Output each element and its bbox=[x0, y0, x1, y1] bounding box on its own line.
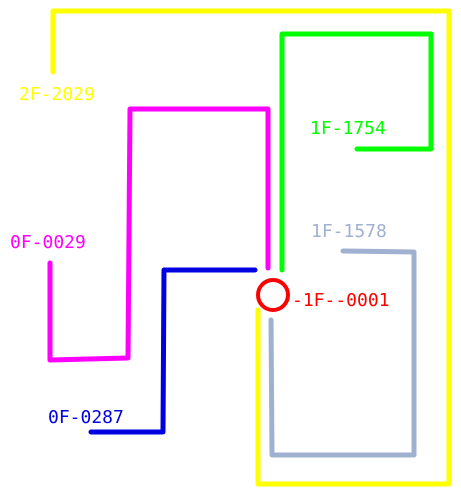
route-path-1f-1578 bbox=[268, 248, 417, 458]
route-path-2f-2029 bbox=[50, 8, 452, 487]
route-path-0f-0287 bbox=[88, 267, 258, 435]
route-label-1f-1578: 1F-1578 bbox=[311, 221, 387, 242]
route-path-0f-0029 bbox=[47, 106, 271, 363]
origin-circle bbox=[256, 278, 290, 312]
route-label-1f-1754: 1F-1754 bbox=[310, 118, 386, 139]
route-label-0f-0287: 0F-0287 bbox=[48, 407, 124, 428]
route-path-1f-1754 bbox=[279, 31, 434, 273]
route-label-2f-2029: 2F-2029 bbox=[19, 84, 95, 105]
route-label-0f-0029: 0F-0029 bbox=[10, 232, 86, 253]
origin-label: -1F--0001 bbox=[292, 290, 390, 311]
